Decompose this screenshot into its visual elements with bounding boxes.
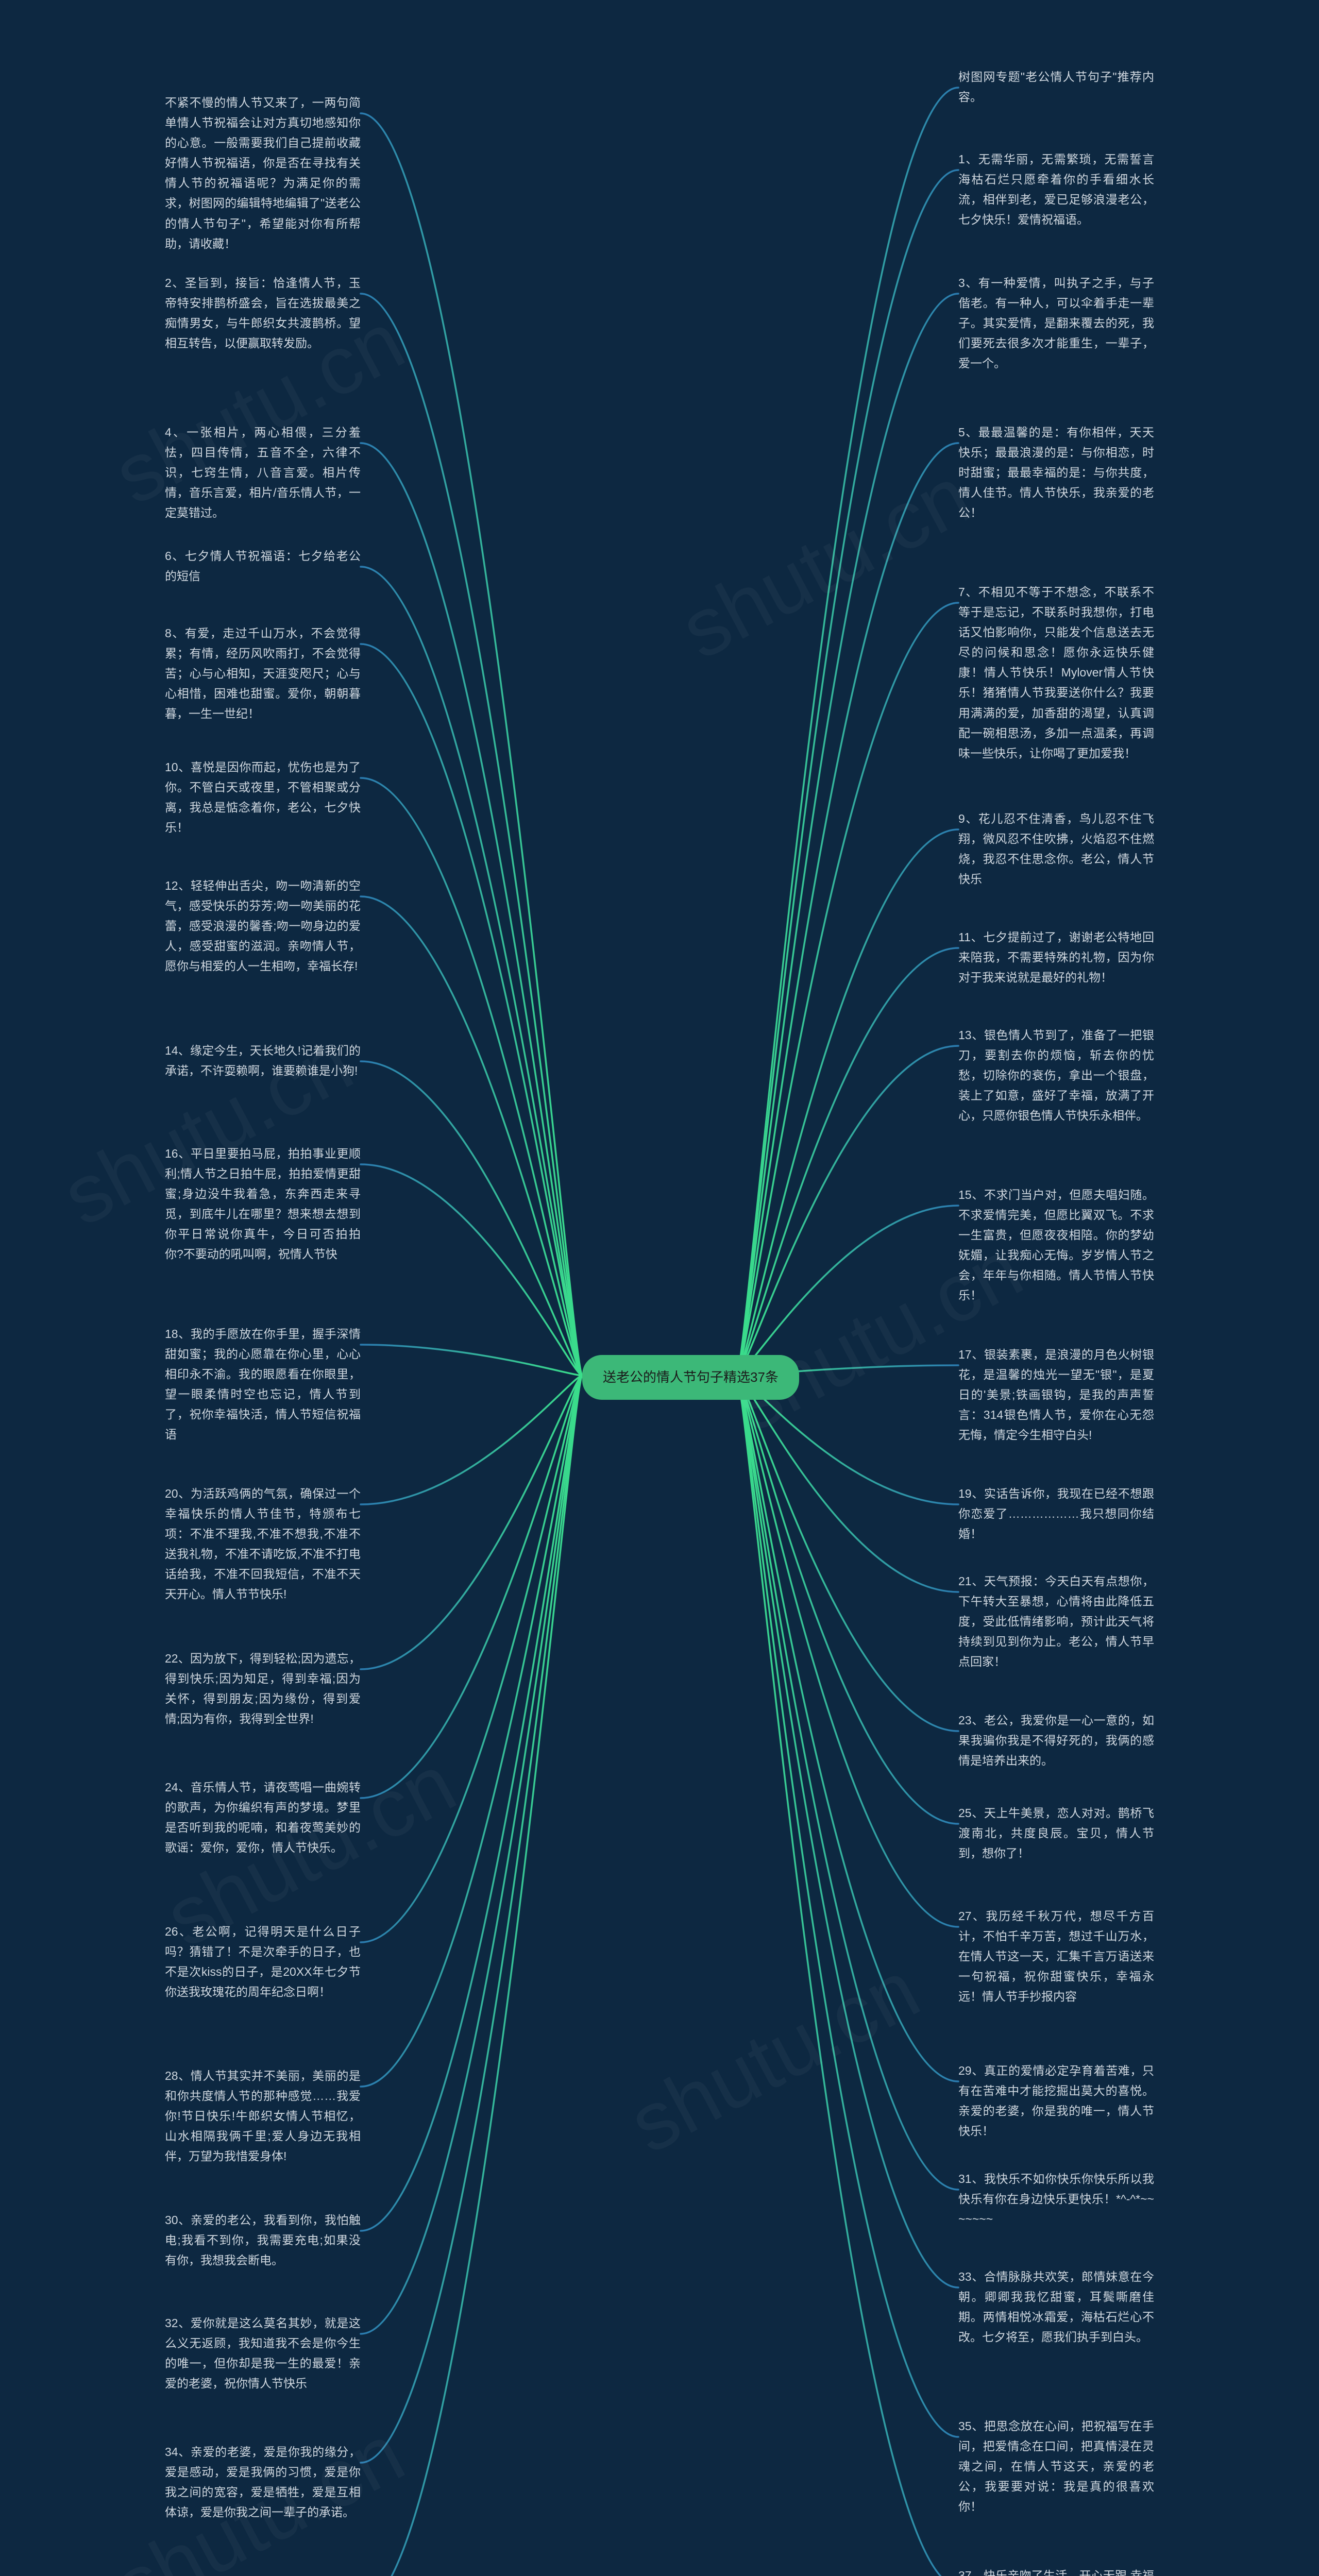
left-leaf: 22、因为放下，得到轻松;因为遗忘，得到快乐;因为知足，得到幸福;因为关怀，得到…: [165, 1649, 361, 1729]
left-leaf: 32、爱你就是这么莫名其妙，就是这么义无返顾，我知道我不会是你今生的唯一，但你却…: [165, 2313, 361, 2394]
right-leaf: 5、最最温馨的是：有你相伴，天天快乐；最最浪漫的是：与你相恋，时时甜蜜；最最幸福…: [958, 422, 1154, 523]
left-leaf: 6、七夕情人节祝福语：七夕给老公的短信: [165, 546, 361, 586]
edge: [737, 1376, 958, 2287]
edge: [737, 1376, 958, 1824]
left-leaf: 24、音乐情人节，请夜莺唱一曲婉转的歌声，为你编织有声的梦境。梦里是否听到我的呢…: [165, 1777, 361, 1858]
right-leaf: 35、把思念放在心间，把祝福写在手间，把爱情念在口间，把真情浸在灵魂之间，在情人…: [958, 2416, 1154, 2517]
edge: [737, 948, 958, 1376]
edge: [361, 778, 582, 1376]
edge: [361, 1376, 582, 2334]
edge: [361, 567, 582, 1376]
watermark: shutu.cn: [614, 1942, 934, 2172]
edge: [737, 603, 958, 1376]
edge: [361, 113, 582, 1376]
edge: [361, 1164, 582, 1376]
right-leaf: 7、不相见不等于不想念，不联系不等于是忘记，不联系时我想你，打电话又怕影响你，只…: [958, 582, 1154, 764]
right-leaf: 1、无需华丽，无需繁琐，无需誓言海枯石烂只愿牵着你的手看细水长流，相伴到老，爱已…: [958, 149, 1154, 230]
edge: [737, 829, 958, 1376]
right-leaf: 树图网专题"老公情人节句子"推荐内容。: [958, 67, 1154, 107]
edge: [737, 1206, 958, 1376]
edge: [361, 294, 582, 1376]
right-leaf: 29、真正的爱情必定孕育着苦难，只有在苦难中才能挖掘出莫大的喜悦。亲爱的老婆，你…: [958, 2061, 1154, 2141]
left-leaf: 不紧不慢的情人节又来了，一两句简单情人节祝福会让对方真切地感知你的心意。一般需要…: [165, 93, 361, 254]
edge: [361, 1376, 582, 2576]
edge: [361, 1376, 582, 1504]
edge: [737, 1376, 958, 2190]
left-leaf: 20、为活跃鸡俩的气氛，确保过一个幸福快乐的情人节佳节，特颁布七项：不准不理我,…: [165, 1484, 361, 1605]
edge: [737, 1046, 958, 1376]
edge: [737, 294, 958, 1376]
edge: [737, 443, 958, 1376]
right-leaf: 37、快乐亲吻了生活，开心无跟.幸福亲吻了人生，美好无跟.健康亲吻了身心，福寿无…: [958, 2566, 1154, 2576]
left-leaf: 34、亲爱的老婆，爱是你我的缘分，爱是感动，爱是我俩的习惯，爱是你我之间的宽容，…: [165, 2442, 361, 2522]
right-leaf: 33、合情脉脉共欢笑，郎情妹意在今朝。卿卿我我忆甜蜜，耳鬓嘶磨佳期。两情相悦冰霜…: [958, 2267, 1154, 2347]
edge: [737, 170, 958, 1376]
edge: [737, 1376, 958, 1927]
edge: [361, 1376, 582, 1798]
edge: [737, 88, 958, 1376]
edge: [737, 1376, 958, 1592]
edge: [361, 1061, 582, 1376]
left-leaf: 28、情人节其实并不美丽，美丽的是和你共度情人节的那种感觉……我爱你!节日快乐!…: [165, 2066, 361, 2166]
right-leaf: 13、银色情人节到了，准备了一把银刀，要割去你的烦恼，斩去你的忧愁，切除你的衰伤…: [958, 1025, 1154, 1126]
edge: [737, 1376, 958, 2576]
right-leaf: 15、不求门当户对，但愿夫唱妇随。不求爱情完美，但愿比翼双飞。不求一生富贵，但愿…: [958, 1185, 1154, 1306]
edge: [361, 896, 582, 1376]
left-leaf: 2、圣旨到，接旨：恰逢情人节，玉帝特安排鹊桥盛会，旨在选拔最美之痴情男女，与牛郎…: [165, 273, 361, 353]
center-node: 送老公的情人节句子精选37条: [582, 1355, 799, 1400]
right-leaf: 19、实话告诉你，我现在已经不想跟你恋爱了………………我只想同你结婚！: [958, 1484, 1154, 1544]
edge: [361, 1345, 582, 1376]
left-leaf: 12、轻轻伸出舌尖，吻一吻清新的空气，感受快乐的芬芳;吻一吻美丽的花蕾，感受浪漫…: [165, 876, 361, 976]
edge: [361, 1376, 582, 2087]
right-leaf: 17、银装素裹，是浪漫的月色火树银花，是温馨的烛光一望无"银"，是夏日的'美景;…: [958, 1345, 1154, 1445]
left-leaf: 8、有爱，走过千山万水，不会觉得累；有情，经历风吹雨打，不会觉得苦；心与心相知，…: [165, 623, 361, 724]
left-leaf: 26、老公啊，记得明天是什么日子吗？猜错了！不是次牵手的日子，也不是次kiss的…: [165, 1922, 361, 2002]
edge: [737, 1376, 958, 2081]
left-leaf: 30、亲爱的老公，我看到你，我怕触电;我看不到你，我需要充电;如果没有你，我想我…: [165, 2210, 361, 2270]
left-leaf: 14、缘定今生，天长地久!记着我们的承诺，不许耍赖啊，谁要赖谁是小狗!: [165, 1041, 361, 1081]
right-leaf: 3、有一种爱情，叫执子之手，与子偕老。有一种人，可以伞着手走一辈子。其实爱情，是…: [958, 273, 1154, 374]
left-leaf: 18、我的手愿放在你手里，握手深情甜如蜜；我的心愿靠在你心里，心心相印永不渝。我…: [165, 1324, 361, 1445]
right-leaf: 11、七夕提前过了，谢谢老公特地回来陪我，不需要特殊的礼物，因为你对于我来说就是…: [958, 927, 1154, 988]
right-leaf: 23、老公，我爱你是一心一意的，如果我骗你我是不得好死的，我俩的感情是培养出来的…: [958, 1710, 1154, 1771]
left-leaf: 4、一张相片，两心相偎，三分羞怯，四目传情，五音不全，六律不识，七窍生情，八音言…: [165, 422, 361, 523]
right-leaf: 21、天气预报：今天白天有点想你，下午转大至暴想，心情将由此降低五度，受此低情绪…: [958, 1571, 1154, 1672]
edge: [737, 1376, 958, 2437]
watermark: shutu.cn: [666, 448, 985, 677]
edge: [361, 1376, 582, 1669]
edge: [361, 1376, 582, 2463]
right-leaf: 31、我快乐不如你快乐你快乐所以我快乐有你在身边快乐更快乐！*^-^*~~~~~…: [958, 2169, 1154, 2229]
left-leaf: 16、平日里要拍马屁，拍拍事业更顺利;情人节之日拍牛屁，拍拍爱情更甜蜜;身边没牛…: [165, 1144, 361, 1265]
edge: [361, 1376, 582, 2231]
left-leaf: 10、喜悦是因你而起，忧伤也是为了你。不管白天或夜里，不管相聚或分离，我总是惦念…: [165, 757, 361, 838]
right-leaf: 27、我历经千秋万代，想尽千方百计，不怕千辛万苦，想过千山万水，在情人节这一天，…: [958, 1906, 1154, 2007]
edge: [361, 644, 582, 1376]
edge: [737, 1376, 958, 1731]
edge: [361, 1376, 582, 1942]
right-leaf: 9、花儿忍不住清香，鸟儿忍不住飞翔，微风忍不住吹拂，火焰忍不住燃烧，我忍不住思念…: [958, 809, 1154, 889]
right-leaf: 25、天上牛美景，恋人对对。鹊桥飞渡南北，共度良辰。宝贝，情人节到，想你了！: [958, 1803, 1154, 1863]
edge: [361, 443, 582, 1376]
